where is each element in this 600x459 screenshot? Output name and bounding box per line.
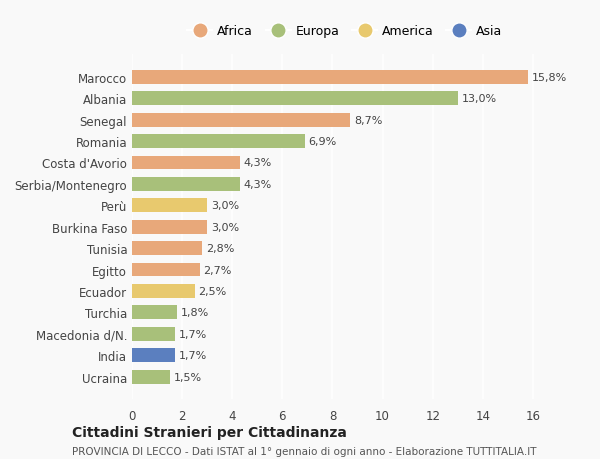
Bar bbox=[132, 199, 207, 213]
Text: 13,0%: 13,0% bbox=[461, 94, 497, 104]
Bar bbox=[132, 220, 207, 234]
Bar bbox=[132, 92, 458, 106]
Text: 1,5%: 1,5% bbox=[173, 372, 202, 382]
Bar bbox=[132, 178, 240, 191]
Bar bbox=[132, 327, 175, 341]
Bar bbox=[132, 156, 240, 170]
Bar bbox=[132, 370, 170, 384]
Bar bbox=[132, 113, 350, 127]
Bar bbox=[132, 348, 175, 362]
Text: 6,9%: 6,9% bbox=[308, 137, 337, 147]
Text: 3,0%: 3,0% bbox=[211, 222, 239, 232]
Text: 4,3%: 4,3% bbox=[244, 158, 272, 168]
Text: 1,7%: 1,7% bbox=[178, 329, 206, 339]
Text: 2,8%: 2,8% bbox=[206, 244, 234, 253]
Text: 8,7%: 8,7% bbox=[354, 115, 382, 125]
Bar bbox=[132, 241, 202, 256]
Text: PROVINCIA DI LECCO - Dati ISTAT al 1° gennaio di ogni anno - Elaborazione TUTTIT: PROVINCIA DI LECCO - Dati ISTAT al 1° ge… bbox=[72, 447, 536, 456]
Legend: Africa, Europa, America, Asia: Africa, Europa, America, Asia bbox=[182, 20, 508, 43]
Text: 1,8%: 1,8% bbox=[181, 308, 209, 318]
Bar bbox=[132, 306, 177, 319]
Bar bbox=[132, 135, 305, 149]
Text: 2,7%: 2,7% bbox=[203, 265, 232, 275]
Text: 15,8%: 15,8% bbox=[532, 73, 567, 83]
Text: Cittadini Stranieri per Cittadinanza: Cittadini Stranieri per Cittadinanza bbox=[72, 425, 347, 439]
Bar bbox=[132, 263, 200, 277]
Bar bbox=[132, 284, 194, 298]
Text: 4,3%: 4,3% bbox=[244, 179, 272, 190]
Text: 1,7%: 1,7% bbox=[178, 350, 206, 360]
Text: 2,5%: 2,5% bbox=[199, 286, 227, 296]
Text: 3,0%: 3,0% bbox=[211, 201, 239, 211]
Bar bbox=[132, 71, 528, 84]
